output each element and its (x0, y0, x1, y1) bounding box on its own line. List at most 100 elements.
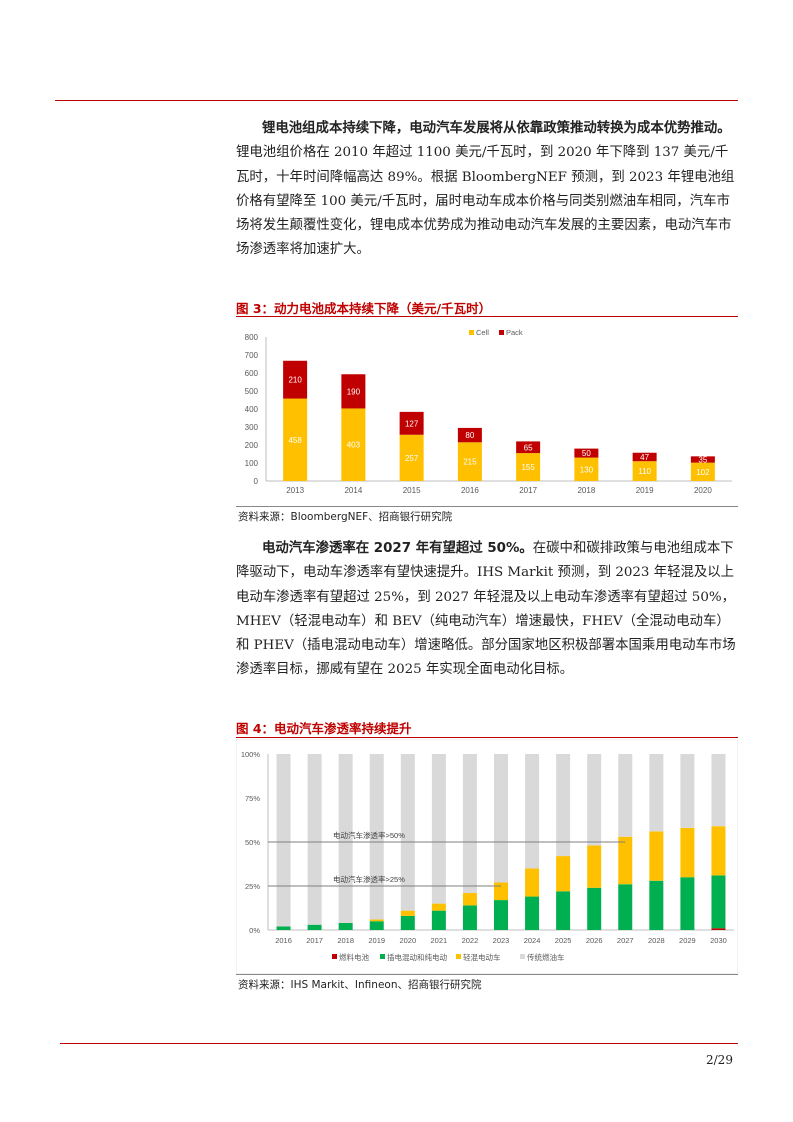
x-tick-label: 2020 (399, 936, 416, 945)
data-label: 102 (696, 468, 710, 477)
bar-cell (283, 398, 308, 481)
bar-segment (525, 896, 540, 930)
bar-segment (711, 875, 726, 929)
bar-segment (711, 826, 726, 876)
x-tick-label: 2013 (286, 486, 304, 495)
bar-segment (618, 836, 633, 885)
data-label: 215 (463, 458, 477, 467)
reference-line-label: 电动汽车渗透率>50% (333, 830, 405, 840)
legend-swatch (520, 954, 525, 959)
bar-segment (494, 754, 508, 883)
bar-segment (338, 922, 353, 930)
bar-segment (556, 891, 571, 930)
data-label: 458 (288, 436, 302, 445)
x-tick-label: 2030 (710, 936, 727, 945)
bar-segment (680, 754, 695, 828)
bar-segment (369, 754, 384, 920)
x-tick-label: 2014 (344, 486, 362, 495)
figure-3-rule (236, 316, 738, 317)
figure-4-rule (236, 737, 738, 738)
bar-cell (516, 453, 541, 481)
x-tick-label: 2019 (636, 486, 654, 495)
y-tick-label: 50% (245, 838, 260, 847)
legend-label: Cell (476, 328, 489, 337)
figure-4-source: 资料来源：IHS Markit、Infineon、招商银行研究院 (238, 979, 482, 991)
data-label: 50 (582, 449, 591, 458)
bar-segment (649, 754, 664, 832)
bar-segment (338, 754, 353, 923)
y-tick-label: 700 (245, 351, 259, 360)
bar-cell (457, 442, 482, 481)
paragraph-body: 在碳中和碳排政策与电池组成本下降驱动下，电动车渗透率有望快速提升。IHS Mar… (236, 541, 736, 678)
y-tick-label: 0% (249, 926, 260, 935)
x-tick-label: 2017 (306, 936, 323, 945)
x-tick-label: 2015 (403, 486, 421, 495)
y-tick-label: 75% (245, 794, 260, 803)
x-tick-label: 2026 (586, 936, 603, 945)
x-tick-label: 2017 (519, 486, 537, 495)
y-tick-label: 500 (245, 387, 259, 396)
bar-segment (618, 884, 633, 930)
y-tick-label: 200 (245, 441, 259, 450)
bar-segment (680, 877, 695, 930)
bar-segment (431, 910, 446, 930)
x-tick-label: 2016 (275, 936, 292, 945)
data-label: 130 (580, 465, 594, 474)
bar-segment (400, 910, 415, 916)
legend-swatch (332, 954, 337, 959)
x-tick-label: 2019 (368, 936, 385, 945)
page-number: 2/29 (706, 1053, 733, 1067)
bar-segment (587, 845, 602, 888)
bar-segment (462, 893, 477, 906)
data-label: 35 (698, 455, 707, 464)
figure-3-title: 图 3：动力电池成本持续下降（美元/千瓦时） (236, 301, 492, 316)
bar-segment (525, 868, 540, 897)
paragraph-lead: 电动汽车渗透率在 2027 年有望超过 50%。 (262, 541, 533, 556)
bar-cell (341, 408, 366, 481)
x-tick-label: 2029 (679, 936, 696, 945)
data-label: 47 (640, 453, 649, 462)
legend-label: 插电混动和纯电动 (387, 952, 447, 962)
bar-segment (494, 882, 508, 901)
bar-cell (632, 461, 657, 481)
figure-4-source-rule (236, 974, 738, 975)
bar-cell (399, 434, 424, 481)
bar-cell (690, 462, 715, 481)
bar-pack (283, 360, 308, 399)
bar-segment (431, 903, 446, 911)
bar-segment (400, 754, 415, 911)
bar-segment (462, 905, 477, 930)
bar-segment (618, 754, 633, 837)
legend-swatch (499, 330, 504, 335)
legend-swatch (380, 954, 385, 959)
x-tick-label: 2018 (337, 936, 354, 945)
bar-segment (556, 856, 571, 892)
legend-label: 传统燃油车 (527, 952, 565, 962)
legend-swatch (456, 954, 461, 959)
bar-pack (341, 374, 366, 409)
header-rule (55, 100, 738, 101)
bar-segment (680, 827, 695, 878)
x-tick-label: 2020 (694, 486, 712, 495)
x-tick-label: 2028 (648, 936, 665, 945)
footer-rule (60, 1043, 738, 1044)
y-tick-label: 600 (245, 369, 259, 378)
bar-pack (516, 441, 541, 454)
reference-line-label: 电动汽车渗透率>25% (333, 874, 405, 884)
figure-3-source-rule (236, 506, 738, 507)
bar-segment (462, 754, 477, 894)
battery-cost-chart: 0 100 200 300 400 500 600 700 800 458 210 2013 403 19… (245, 328, 732, 495)
bar-segment (307, 924, 322, 930)
x-tick-label: 2023 (493, 936, 510, 945)
bar-segment (400, 915, 415, 930)
paragraph-ev-penetration: 电动汽车渗透率在 2027 年有望超过 50%。在碳中和碳排政策与电池组成本下降… (236, 537, 736, 683)
legend-label: 轻混电动车 (463, 952, 501, 962)
bar-segment (276, 926, 291, 930)
bar-segment (307, 754, 322, 925)
x-tick-label: 2022 (462, 936, 479, 945)
x-tick-label: 2025 (555, 936, 572, 945)
x-tick-label: 2024 (524, 936, 541, 945)
figure-4-title: 图 4：电动汽车渗透率持续提升 (236, 721, 412, 736)
data-label: 257 (405, 454, 419, 463)
data-label: 65 (524, 443, 533, 452)
